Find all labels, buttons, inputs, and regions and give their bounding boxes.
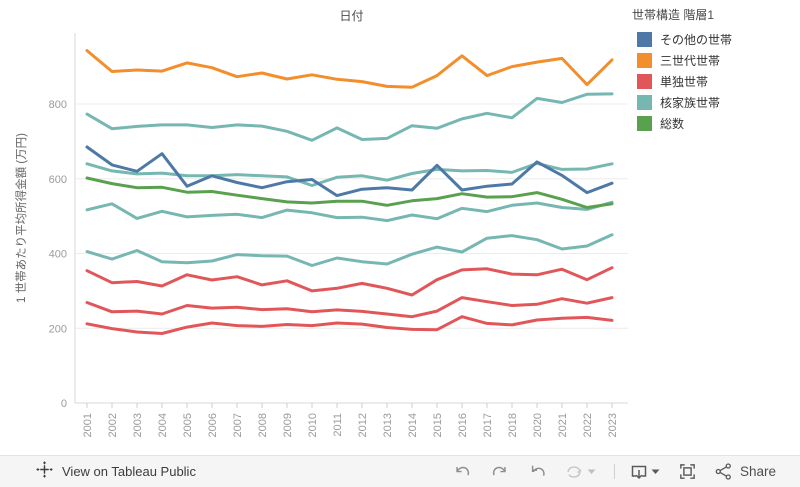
legend-item-label: 核家族世帯 xyxy=(660,96,721,110)
x-tick-label: 2021 xyxy=(557,413,569,437)
x-tick-label: 2010 xyxy=(307,413,319,437)
caret-down-icon xyxy=(587,469,596,474)
x-tick-label: 2005 xyxy=(182,413,194,437)
y-tick-label: 200 xyxy=(49,323,67,335)
refresh-button[interactable] xyxy=(564,462,584,482)
x-tick-label: 2007 xyxy=(232,413,244,437)
legend-item[interactable]: 三世代世帯 xyxy=(632,53,800,68)
y-tick-label: 600 xyxy=(49,174,67,186)
download-caret[interactable] xyxy=(650,462,662,482)
tableau-logo-icon xyxy=(36,460,53,483)
fullscreen-button[interactable] xyxy=(678,462,698,482)
legend-swatch[interactable] xyxy=(637,116,652,131)
legend-item-label: その他の世帯 xyxy=(660,33,733,47)
x-axis-field-title: 日付 xyxy=(339,9,364,23)
series-line-核家族世帯 (c)[interactable] xyxy=(85,200,614,223)
x-tick-label: 2008 xyxy=(257,413,269,437)
download-icon xyxy=(631,465,647,479)
series-line-単独世帯 (b)[interactable] xyxy=(85,296,614,319)
series-line-単独世帯 (c)[interactable] xyxy=(85,315,614,335)
x-tick-label: 2001 xyxy=(82,413,94,437)
legend-item-label: 単独世帯 xyxy=(660,75,709,89)
legend-item[interactable]: 核家族世帯 xyxy=(632,95,800,110)
series-line-三世代世帯[interactable] xyxy=(85,49,614,89)
x-tick-label: 2015 xyxy=(432,413,444,437)
x-tick-label: 2006 xyxy=(207,413,219,437)
y-tick-label: 0 xyxy=(61,398,67,410)
legend: 世帯構造 階層1 その他の世帯 三世代世帯単独世帯核家族世帯総数 xyxy=(632,6,800,137)
reset-icon xyxy=(531,465,545,476)
y-tick-label: 400 xyxy=(49,249,67,261)
x-tick-label: 2011 xyxy=(332,413,344,437)
chart-area: 日付 1 世帯あたり平均所得金額 (万円) 0 200 400 600 800 2001 2… xyxy=(16,6,800,437)
legend-swatch[interactable] xyxy=(637,95,652,110)
view-on-tableau-public-label: View on Tableau Public xyxy=(62,464,196,479)
x-tick-label: 2023 xyxy=(607,413,619,437)
toolbar-actions: Share xyxy=(452,456,776,487)
download-button[interactable] xyxy=(629,462,649,482)
x-tick-label: 2009 xyxy=(282,413,294,437)
caret-down-icon xyxy=(651,469,660,474)
share-button[interactable] xyxy=(714,462,734,482)
reset-button[interactable] xyxy=(528,462,548,482)
series-line-その他の世帯[interactable] xyxy=(85,145,614,198)
legend-swatch[interactable] xyxy=(637,53,652,68)
x-tick-label: 2004 xyxy=(157,413,169,437)
undo-icon xyxy=(456,466,470,475)
legend-item[interactable]: その他の世帯 xyxy=(632,32,800,47)
series-line-核家族世帯 (d)[interactable] xyxy=(85,233,614,267)
series-line-総数[interactable] xyxy=(85,176,614,209)
tableau-toolbar: View on Tableau Public xyxy=(0,455,800,487)
legend-swatch[interactable] xyxy=(637,74,652,89)
legend-item-label: 総数 xyxy=(660,117,685,131)
share-icon xyxy=(716,463,732,480)
legend-item-label: 三世代世帯 xyxy=(660,54,721,68)
legend-title: 世帯構造 階層1 xyxy=(632,8,715,22)
toolbar-separator xyxy=(613,464,615,479)
legend-items: その他の世帯 三世代世帯単独世帯核家族世帯総数 xyxy=(632,32,800,131)
legend-item[interactable]: 総数 xyxy=(632,116,800,131)
x-tick-label: 2012 xyxy=(357,413,369,437)
series-line-核家族世帯 (b)[interactable] xyxy=(85,161,614,187)
fullscreen-icon xyxy=(680,464,696,479)
share-label[interactable]: Share xyxy=(739,464,776,479)
plot-area: 0 200 400 600 800 2001 2002 2003 2004 2005 2006 200… xyxy=(49,33,628,437)
x-tick-label: 2003 xyxy=(132,413,144,437)
y-tick-label: 800 xyxy=(49,99,67,111)
series-line-核家族世帯 (a)[interactable] xyxy=(85,92,614,142)
x-tick-label: 2013 xyxy=(382,413,394,437)
legend-swatch[interactable] xyxy=(637,32,652,47)
x-tick-label: 2014 xyxy=(407,413,419,437)
redo-button[interactable] xyxy=(490,462,510,482)
x-tick-label: 2018 xyxy=(507,413,519,437)
x-tick-label: 2016 xyxy=(457,413,469,437)
x-tick-label: 2022 xyxy=(582,413,594,437)
x-tick-label: 2017 xyxy=(482,413,494,437)
undo-button[interactable] xyxy=(452,462,472,482)
legend-item[interactable]: 単独世帯 xyxy=(632,74,800,89)
series-line-単独世帯 (a)[interactable] xyxy=(85,266,614,297)
refresh-icon xyxy=(567,465,582,478)
redo-icon xyxy=(492,466,506,475)
x-tick-label: 2002 xyxy=(107,413,119,437)
x-tick-label: 2020 xyxy=(532,413,544,437)
refresh-caret[interactable] xyxy=(586,462,598,482)
view-on-tableau-public-link[interactable]: View on Tableau Public xyxy=(36,460,196,483)
